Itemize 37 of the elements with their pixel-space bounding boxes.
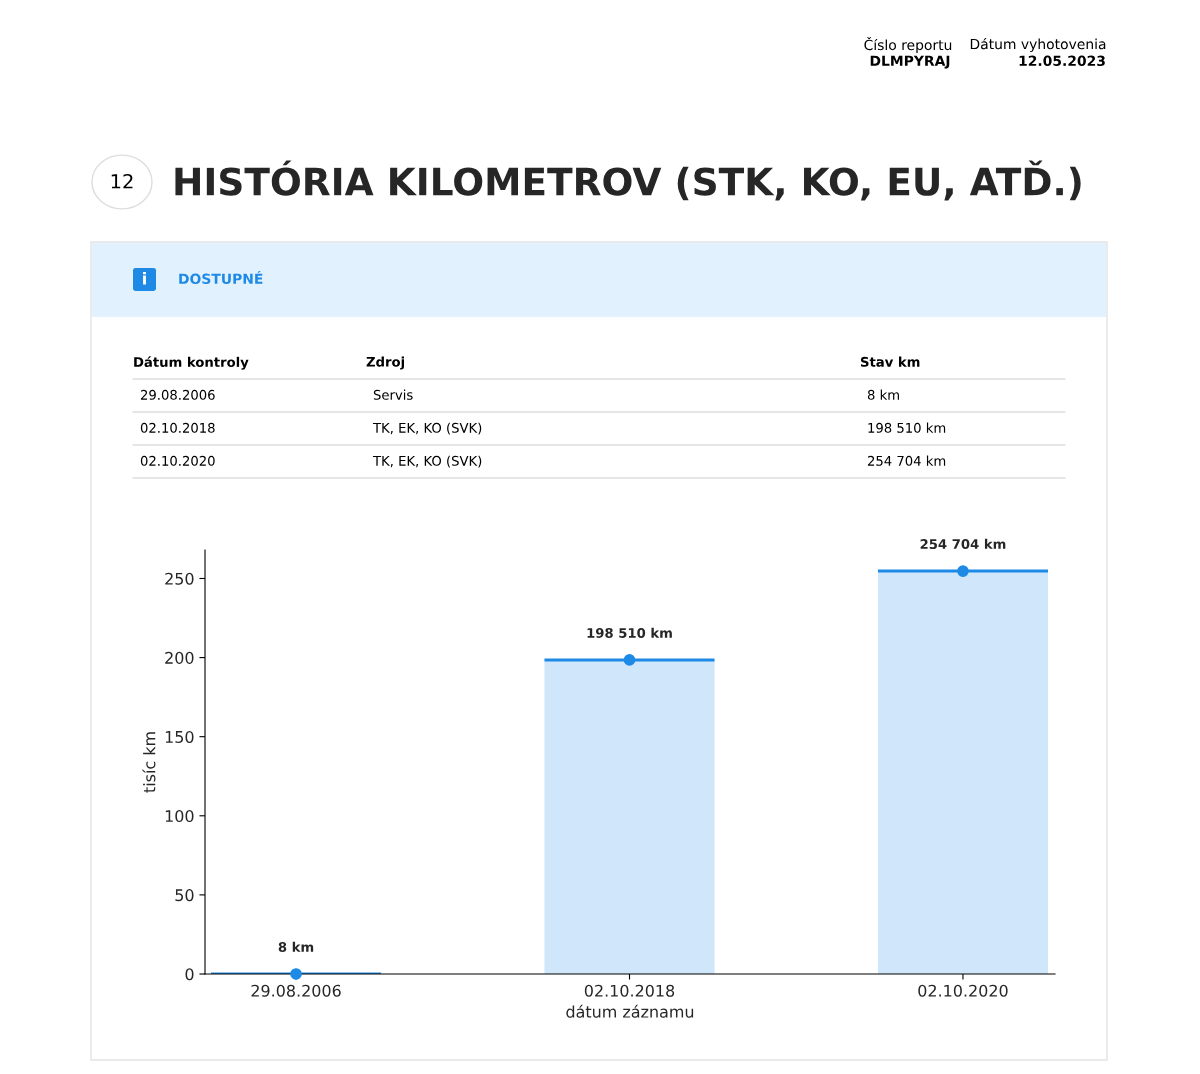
text: 29.08.2006 bbox=[140, 389, 215, 400]
text: 02.10.2020 bbox=[140, 455, 215, 466]
x-axis-title: dátum záznamu bbox=[566, 1004, 694, 1018]
text: Zdroj bbox=[366, 356, 404, 370]
text: 12.05.2023 bbox=[1019, 55, 1105, 67]
text: 198 510 km bbox=[868, 422, 946, 433]
text: Servis bbox=[373, 389, 413, 400]
text: DLMPYRAJ bbox=[870, 55, 950, 69]
y-tick-label: 200 bbox=[165, 651, 194, 664]
x-tick-label: 02.10.2020 bbox=[918, 984, 1008, 997]
y-tick-label: 0 bbox=[185, 968, 194, 981]
point bbox=[957, 565, 969, 577]
y-axis-title: tisíc km bbox=[142, 732, 156, 793]
text: 02.10.2018 bbox=[140, 422, 215, 433]
text: Dátum vyhotovenia bbox=[970, 38, 1106, 52]
text: 12 bbox=[111, 173, 133, 189]
text: DOSTUPNÉ bbox=[179, 270, 263, 285]
x-tick-label: 29.08.2006 bbox=[251, 984, 341, 997]
annotation: 198 510 km bbox=[587, 627, 672, 638]
annotation: 254 704 km bbox=[920, 538, 1006, 550]
text: Dátum kontroly bbox=[134, 356, 249, 370]
text: i bbox=[143, 271, 146, 285]
text: 254 704 km bbox=[867, 455, 946, 466]
y-tick-label: 250 bbox=[165, 572, 194, 585]
y-tick-label: 100 bbox=[165, 810, 194, 823]
text: Stav km bbox=[860, 356, 920, 367]
text: TK, EK, KO (SVK) bbox=[372, 455, 482, 468]
point bbox=[623, 654, 636, 666]
annotation: 8 km bbox=[278, 941, 314, 952]
text: Číslo reportu bbox=[864, 37, 952, 53]
y-tick-label: 50 bbox=[175, 889, 194, 902]
chart-title: HISTÓRIA KILOMETROV (STK, KO, EU, ATĎ.) bbox=[175, 160, 1081, 201]
x-tick-label: 02.10.2018 bbox=[584, 984, 675, 997]
y-tick-label: 150 bbox=[165, 730, 194, 743]
point bbox=[290, 968, 302, 980]
text: 8 km bbox=[867, 389, 899, 400]
text: TK, EK, KO (SVK) bbox=[372, 422, 482, 435]
